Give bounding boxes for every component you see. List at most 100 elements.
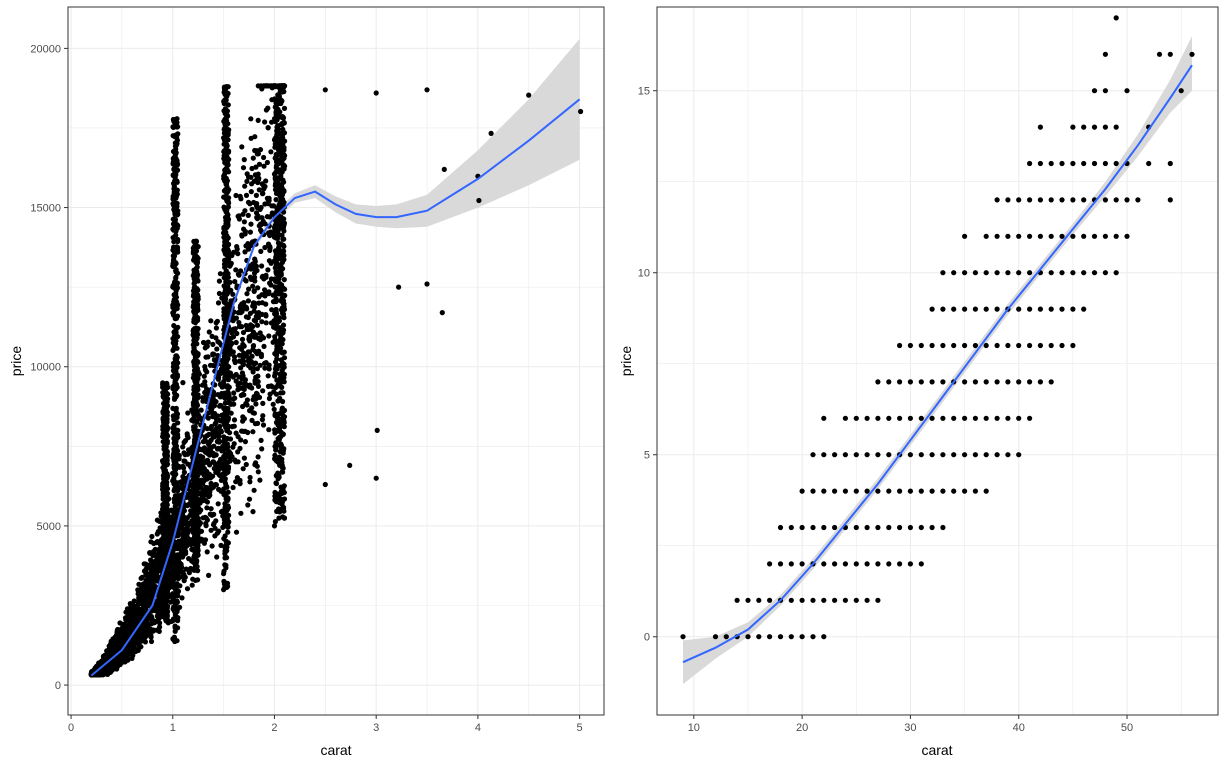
- left-data-point: [277, 500, 282, 505]
- left-data-point: [172, 608, 177, 613]
- left-data-point: [138, 644, 143, 649]
- left-data-point: [208, 318, 213, 323]
- left-data-point: [184, 567, 189, 572]
- left-data-point: [139, 576, 144, 581]
- left-data-point: [210, 342, 215, 347]
- left-data-point: [253, 396, 258, 401]
- left-data-point: [149, 635, 154, 640]
- left-data-point: [266, 125, 271, 130]
- left-data-point: [243, 243, 248, 248]
- left-data-point: [263, 275, 268, 280]
- left-data-point: [234, 331, 239, 336]
- left-data-point: [240, 419, 245, 424]
- left-data-point: [231, 485, 236, 490]
- left-data-point: [274, 299, 279, 304]
- left-data-point: [273, 446, 278, 451]
- left-data-point: [234, 340, 239, 345]
- left-data-point: [280, 399, 285, 404]
- left-data-point: [226, 149, 231, 154]
- left-data-point: [264, 290, 269, 295]
- left-data-point: [255, 374, 260, 379]
- left-data-point: [272, 334, 277, 339]
- left-data-point: [281, 362, 286, 367]
- left-data-point: [160, 385, 165, 390]
- left-data-point: [125, 606, 130, 611]
- left-data-point: [224, 259, 229, 264]
- left-data-point: [251, 156, 256, 161]
- left-data-point: [221, 439, 226, 444]
- left-data-point: [223, 514, 228, 519]
- left-data-point: [250, 509, 255, 514]
- left-data-point: [149, 639, 154, 644]
- left-data-point: [173, 175, 178, 180]
- left-data-point: [172, 292, 177, 297]
- left-data-point: [162, 505, 167, 510]
- left-data-point: [225, 108, 230, 113]
- left-data-point: [171, 575, 176, 580]
- left-data-point: [181, 539, 186, 544]
- left-data-point: [213, 518, 218, 523]
- left-data-point: [186, 556, 191, 561]
- left-data-point: [223, 176, 228, 181]
- left-data-point: [280, 185, 285, 190]
- left-data-point: [173, 629, 178, 634]
- left-data-point: [281, 323, 286, 328]
- left-data-point: [273, 519, 278, 524]
- left-data-point: [250, 284, 255, 289]
- left-data-point: [258, 222, 263, 227]
- left-data-point: [214, 554, 219, 559]
- left-data-point: [226, 496, 231, 501]
- left-data-point: [256, 294, 261, 299]
- left-data-point: [221, 486, 226, 491]
- left-data-point: [226, 400, 231, 405]
- left-data-point: [279, 377, 284, 382]
- left-data-point: [242, 157, 247, 162]
- left-data-point: [182, 459, 187, 464]
- left-data-point: [153, 619, 158, 624]
- left-data-point: [244, 314, 249, 319]
- left-data-point: [241, 165, 246, 170]
- left-data-point: [276, 429, 281, 434]
- left-data-point: [237, 478, 242, 483]
- left-data-point: [225, 222, 230, 227]
- left-data-point: [170, 124, 175, 129]
- left-data-point: [172, 466, 177, 471]
- left-data-point: [256, 83, 261, 88]
- left-data-point: [256, 301, 261, 306]
- left-data-point: [276, 251, 281, 256]
- left-data-point: [262, 361, 267, 366]
- left-data-point: [148, 557, 153, 562]
- left-data-point: [238, 437, 243, 442]
- left-data-point: [209, 408, 214, 413]
- left-data-point: [207, 329, 212, 334]
- left-data-point: [265, 267, 270, 272]
- left-data-point: [280, 178, 285, 183]
- left-data-point: [273, 360, 278, 365]
- left-data-point: [264, 320, 269, 325]
- left-data-point: [180, 444, 185, 449]
- left-data-point: [261, 155, 266, 160]
- left-data-point: [224, 189, 229, 194]
- left-data-point: [200, 487, 205, 492]
- left-data-point: [175, 280, 180, 285]
- left-data-point: [274, 509, 279, 514]
- left-data-point: [163, 455, 168, 460]
- left-data-point: [222, 581, 227, 586]
- left-data-point: [174, 558, 179, 563]
- left-data-point: [252, 488, 257, 493]
- left-data-point: [216, 487, 221, 492]
- left-data-point: [213, 358, 218, 363]
- left-data-point: [221, 447, 226, 452]
- left-data-point: [224, 252, 229, 257]
- left-data-point: [275, 279, 280, 284]
- left-data-point: [185, 520, 190, 525]
- left-data-point: [174, 406, 179, 411]
- left-data-point: [254, 193, 259, 198]
- left-data-point: [222, 117, 227, 122]
- left-data-point: [248, 275, 253, 280]
- left-data-point: [205, 549, 210, 554]
- left-data-point: [241, 373, 246, 378]
- left-data-point: [175, 271, 180, 276]
- left-data-point: [235, 449, 240, 454]
- left-data-point: [175, 494, 180, 499]
